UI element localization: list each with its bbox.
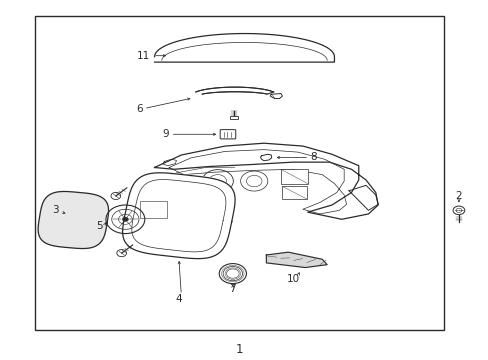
Polygon shape [266, 252, 326, 267]
Text: 1: 1 [235, 343, 243, 356]
Polygon shape [260, 154, 271, 161]
FancyBboxPatch shape [229, 116, 237, 118]
Text: 9: 9 [162, 129, 169, 139]
Polygon shape [270, 94, 282, 99]
Bar [282, 186, 306, 199]
Bar [281, 169, 307, 184]
Text: 3: 3 [52, 205, 59, 215]
Text: 5: 5 [96, 221, 102, 231]
Polygon shape [38, 192, 108, 248]
Polygon shape [348, 185, 377, 210]
Bar [35, 16, 443, 330]
FancyBboxPatch shape [220, 130, 235, 139]
Text: 7: 7 [229, 284, 236, 294]
Circle shape [122, 217, 128, 221]
Text: 6: 6 [136, 104, 142, 113]
Text: 4: 4 [175, 294, 182, 303]
Polygon shape [122, 173, 235, 258]
Polygon shape [195, 87, 273, 94]
Polygon shape [154, 143, 377, 219]
Text: 2: 2 [455, 191, 461, 201]
Text: 8: 8 [310, 153, 317, 162]
Text: 10: 10 [286, 274, 299, 284]
Bar [140, 202, 166, 217]
Text: 11: 11 [136, 51, 149, 61]
Polygon shape [154, 33, 334, 62]
